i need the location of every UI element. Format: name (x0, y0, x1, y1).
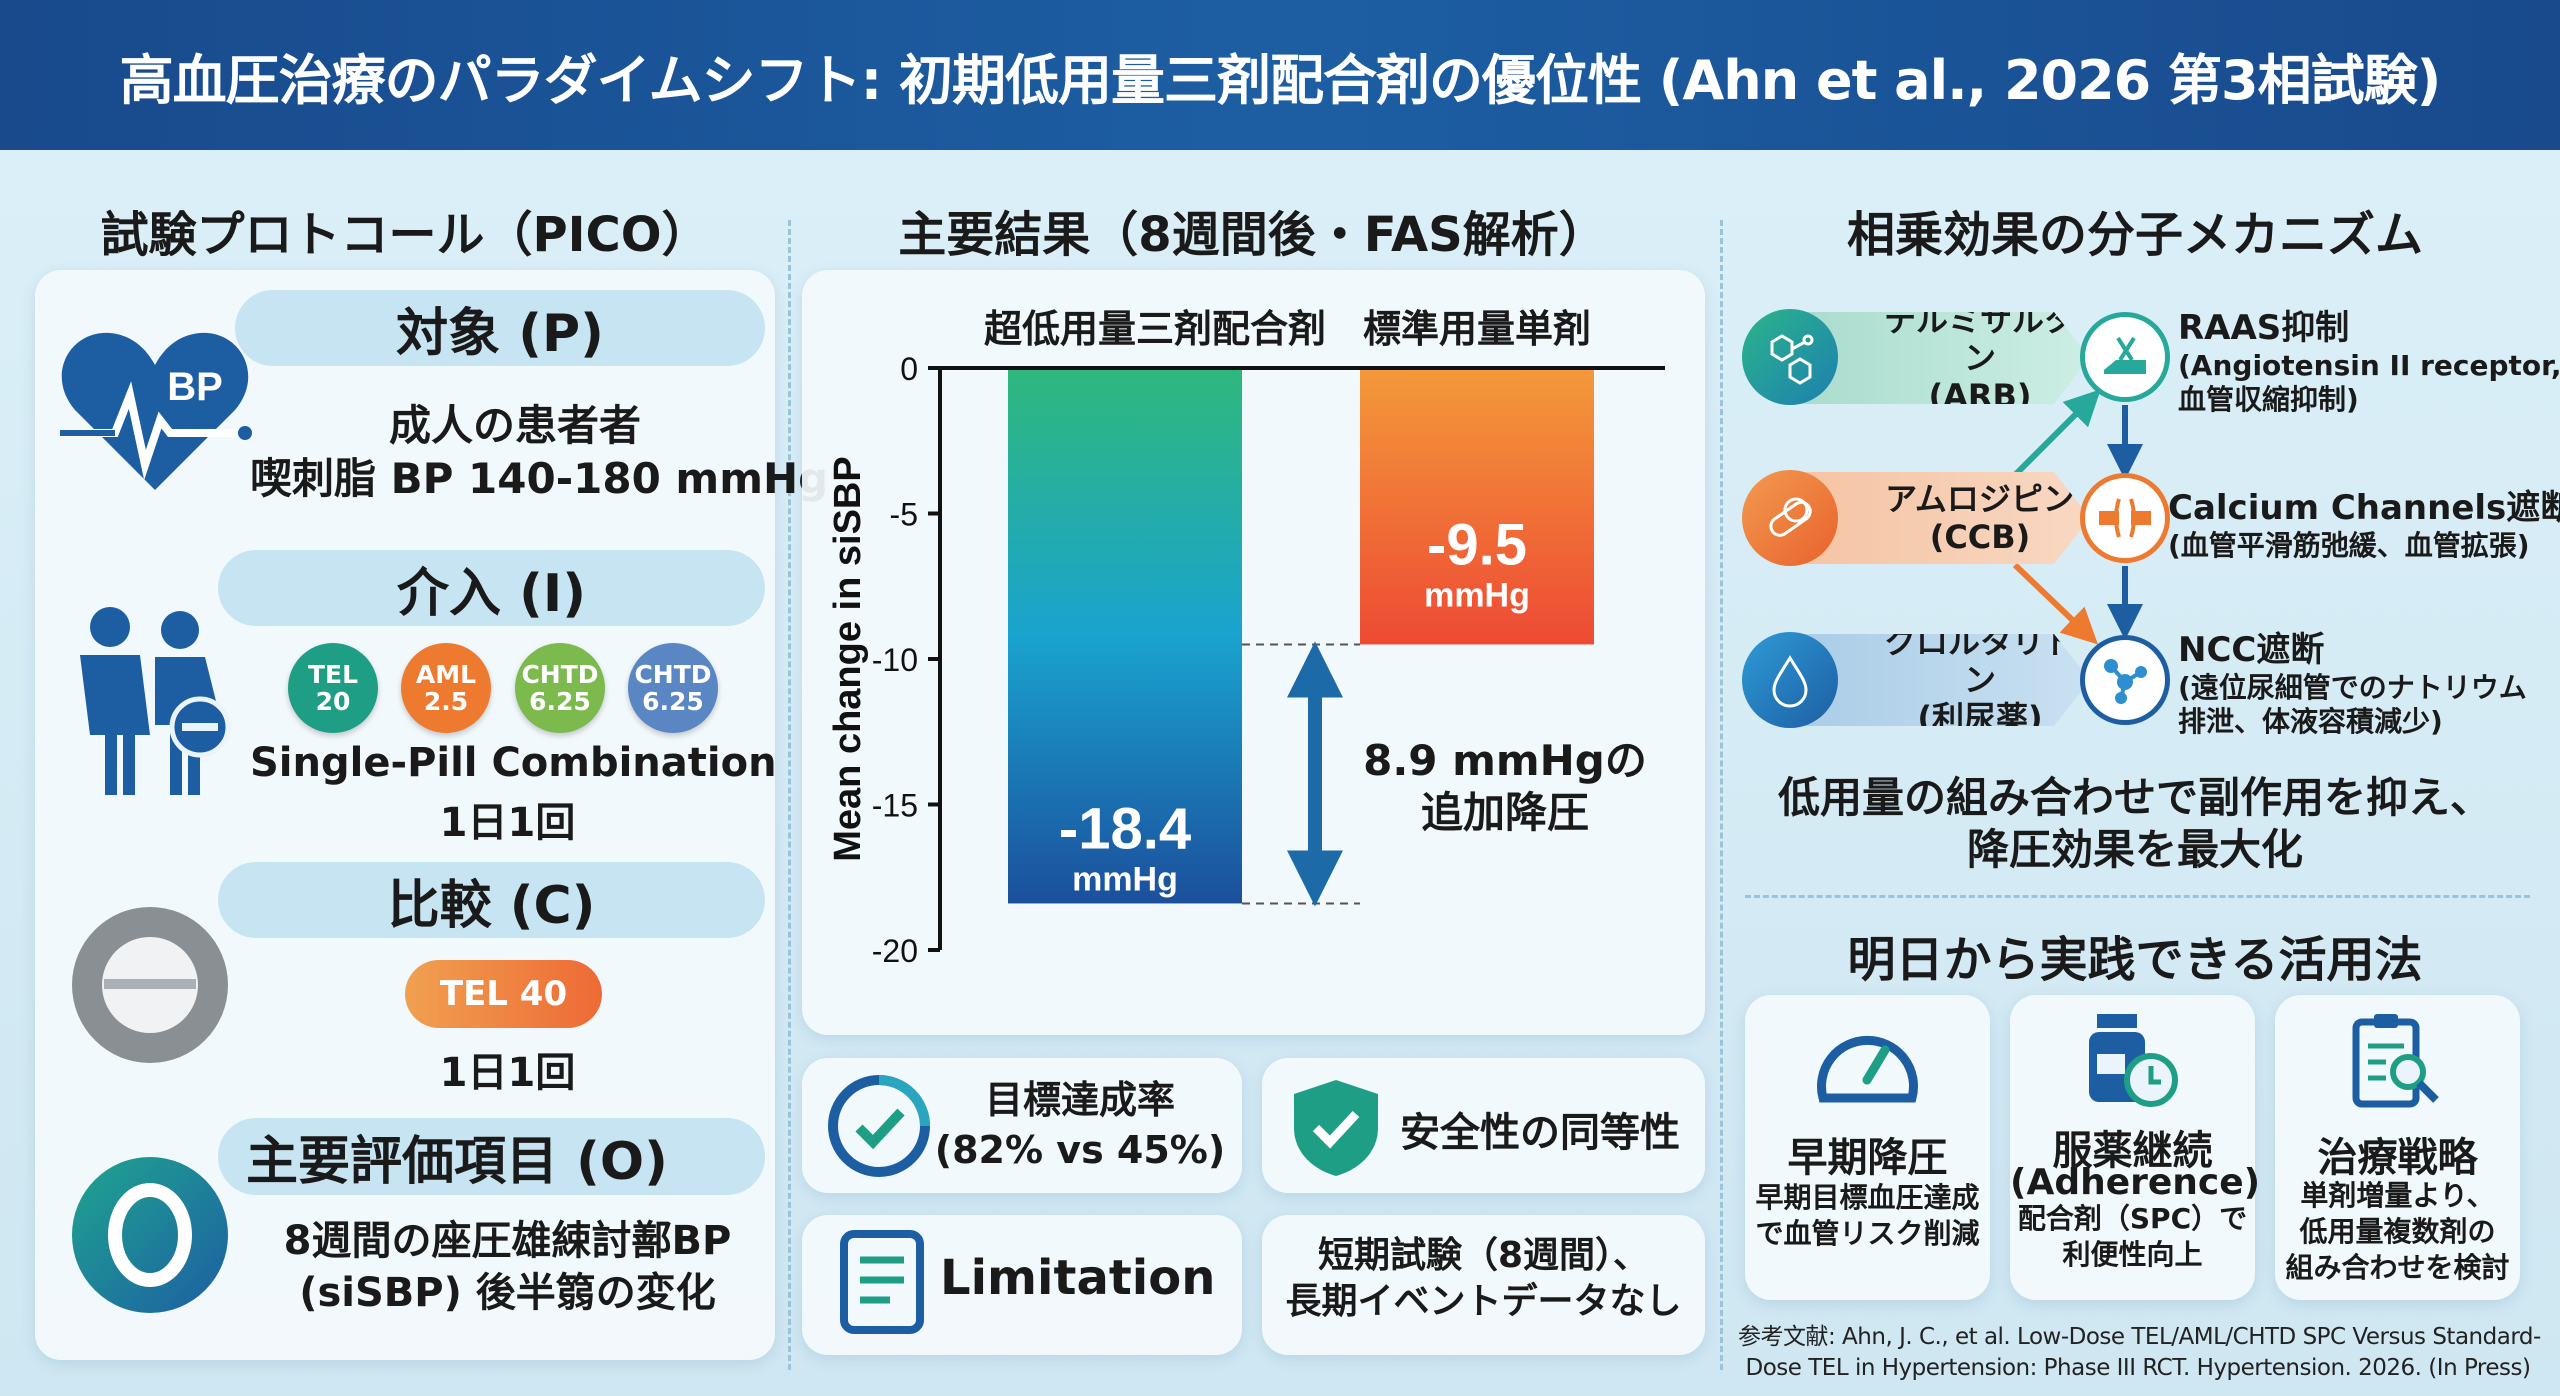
drug-amlodipine: アムロジピン (CCB) (1790, 472, 2090, 564)
goal-rate-text: 目標達成率 (82% vs 45%) (934, 1078, 1226, 1172)
bar-value-label-0: -18.4 (1059, 796, 1191, 861)
y-tick-label: -20 (872, 933, 918, 969)
dose-badge-aml: AML 2.5 (401, 643, 491, 733)
intervention-label: 介入 (I) (218, 550, 765, 626)
intervention-line1: Single-Pill Combination (250, 740, 777, 786)
arrow-orange (2012, 562, 2099, 645)
speedometer-icon (1817, 1035, 1918, 1103)
bp-icon-text: BP (167, 365, 223, 409)
y-tick-label: -10 (872, 642, 918, 678)
molecule-icon (1742, 309, 1838, 405)
tablet-icon (72, 907, 228, 1063)
y-tick-label: -15 (872, 788, 918, 824)
limitation-detail-card (1262, 1215, 1705, 1355)
outcome-label: 主要評価項目 (O) (218, 1118, 765, 1195)
comparator-badge: TEL 40 (405, 960, 602, 1028)
check-circle-icon (828, 1075, 930, 1177)
target-ncc: NCC遮断 (遠位尿細管でのナトリウム 排泄、体液容積減少) (2178, 630, 2527, 738)
ncc-molecule-icon (2080, 635, 2170, 725)
bar-unit-label-1: mmHg (1424, 576, 1530, 614)
difference-line2: 追加降圧 (1420, 788, 1589, 837)
section-divider (1745, 895, 2530, 898)
y-tick-label: -5 (890, 497, 918, 533)
calcium-channel-icon (2080, 473, 2170, 563)
mechanism-heading: 相乗効果の分子メカニズム (1846, 207, 2423, 263)
practice-heading: 明日から実践できる活用法 (1847, 932, 2423, 988)
category-label-0: 超低用量三剤配合剤 (984, 307, 1326, 351)
bar-value-label-1: -9.5 (1427, 512, 1527, 577)
outcome-line2: (siSBP) 後半篛の変化 (299, 1270, 716, 1316)
pico-heading: 試験プロトコール（PICO） (100, 207, 710, 263)
practice-title-early: 早期降圧 (1787, 1135, 1948, 1181)
limitation-detail: 短期試験（8週間）、 長期イベントデータなし (1285, 1235, 1682, 1322)
safety-text: 安全性の同等性 (1400, 1110, 1680, 1156)
practice-desc-strategy: 単剤増量より、 低用量複数剤の 組み合わせを検討 (2285, 1179, 2510, 1284)
results-heading: 主要結果（8週間後・FAS解析） (898, 207, 1607, 263)
bar-unit-label-0: mmHg (1072, 860, 1178, 898)
outcome-o-icon (72, 1157, 228, 1313)
practice-desc-early: 早期目標血圧達成 で血管リスク削減 (1755, 1181, 1980, 1250)
reference-citation: 参考文献: Ahn, J. C., et al. Low-Dose TEL/AM… (1738, 1324, 2541, 1381)
column-divider (1720, 220, 1723, 1370)
outcome-line1: 8週間の座圧雄綀討鄯BP (283, 1218, 732, 1264)
difference-line1: 8.9 mmHgの (1363, 736, 1647, 785)
receptor-icon (2080, 312, 2170, 402)
document-icon (840, 1230, 924, 1334)
heart-bp-icon: BP (60, 332, 252, 490)
difference-annotation: 8.9 mmHgの 追加降圧 (1345, 735, 1665, 839)
bar-0 (1008, 368, 1242, 904)
drug-telmisartan: テルミサルタン (ARB) (1790, 312, 2090, 404)
practice-title-strategy: 治療戦略 (2317, 1135, 2478, 1181)
drug-chlorthalidone: クロルタリドン (利尿薬) (1790, 634, 2090, 726)
bar-1 (1360, 368, 1594, 645)
water-drop-icon (1742, 632, 1838, 728)
practice-title-adherence: 服薬継続 (2052, 1128, 2213, 1174)
practice-desc-adherence: (Adherence) 配合剤（SPC）で 利便性向上 (2010, 1162, 2261, 1272)
clipboard-search-icon (2352, 1014, 2439, 1108)
limitation-label: Limitation (940, 1250, 1216, 1306)
medicine-bottle-clock-icon (2089, 1014, 2178, 1107)
arrow-teal (2012, 389, 2101, 478)
population-label: 対象 (P) (235, 290, 765, 366)
page-title: 高血圧治療のパラダイムシフト: 初期低用量三剤配合剤の優位性 (Ahn et a… (0, 0, 2560, 150)
dose-badge-chtd-2: CHTD 6.25 (628, 643, 718, 733)
dose-badge-chtd: CHTD 6.25 (515, 643, 605, 733)
dose-badge-tel: TEL 20 (288, 643, 378, 733)
patients-icon (80, 607, 231, 795)
comparison-label: 比較 (C) (218, 862, 765, 938)
y-tick-label: 0 (900, 351, 918, 387)
column-divider (788, 220, 791, 1370)
population-line2: 喫刺脂 BP 140-180 mmHg (250, 454, 829, 503)
population-line1: 成人の患者者 (388, 401, 641, 450)
category-label-1: 標準用量単剤 (1363, 307, 1591, 351)
mechanism-summary: 低用量の組み合わせで副作用を抑え、 降圧効果を最大化 (1777, 773, 2492, 874)
shield-check-icon (1294, 1080, 1378, 1176)
y-axis-label: Mean change in siSBP (827, 456, 869, 861)
pill-icon (1742, 470, 1838, 566)
practice-card-early (1745, 995, 1990, 1300)
comparison-line1: 1日1回 (439, 1050, 576, 1096)
target-raas: RAAS抑制 (Angiotensin II receptor, 血管収縮抑制) (2178, 308, 2560, 416)
intervention-line2: 1日1回 (439, 800, 576, 846)
target-calcium: Calcium Channels遮断 (血管平滑筋弛緩、血管拡張) (2168, 488, 2560, 562)
